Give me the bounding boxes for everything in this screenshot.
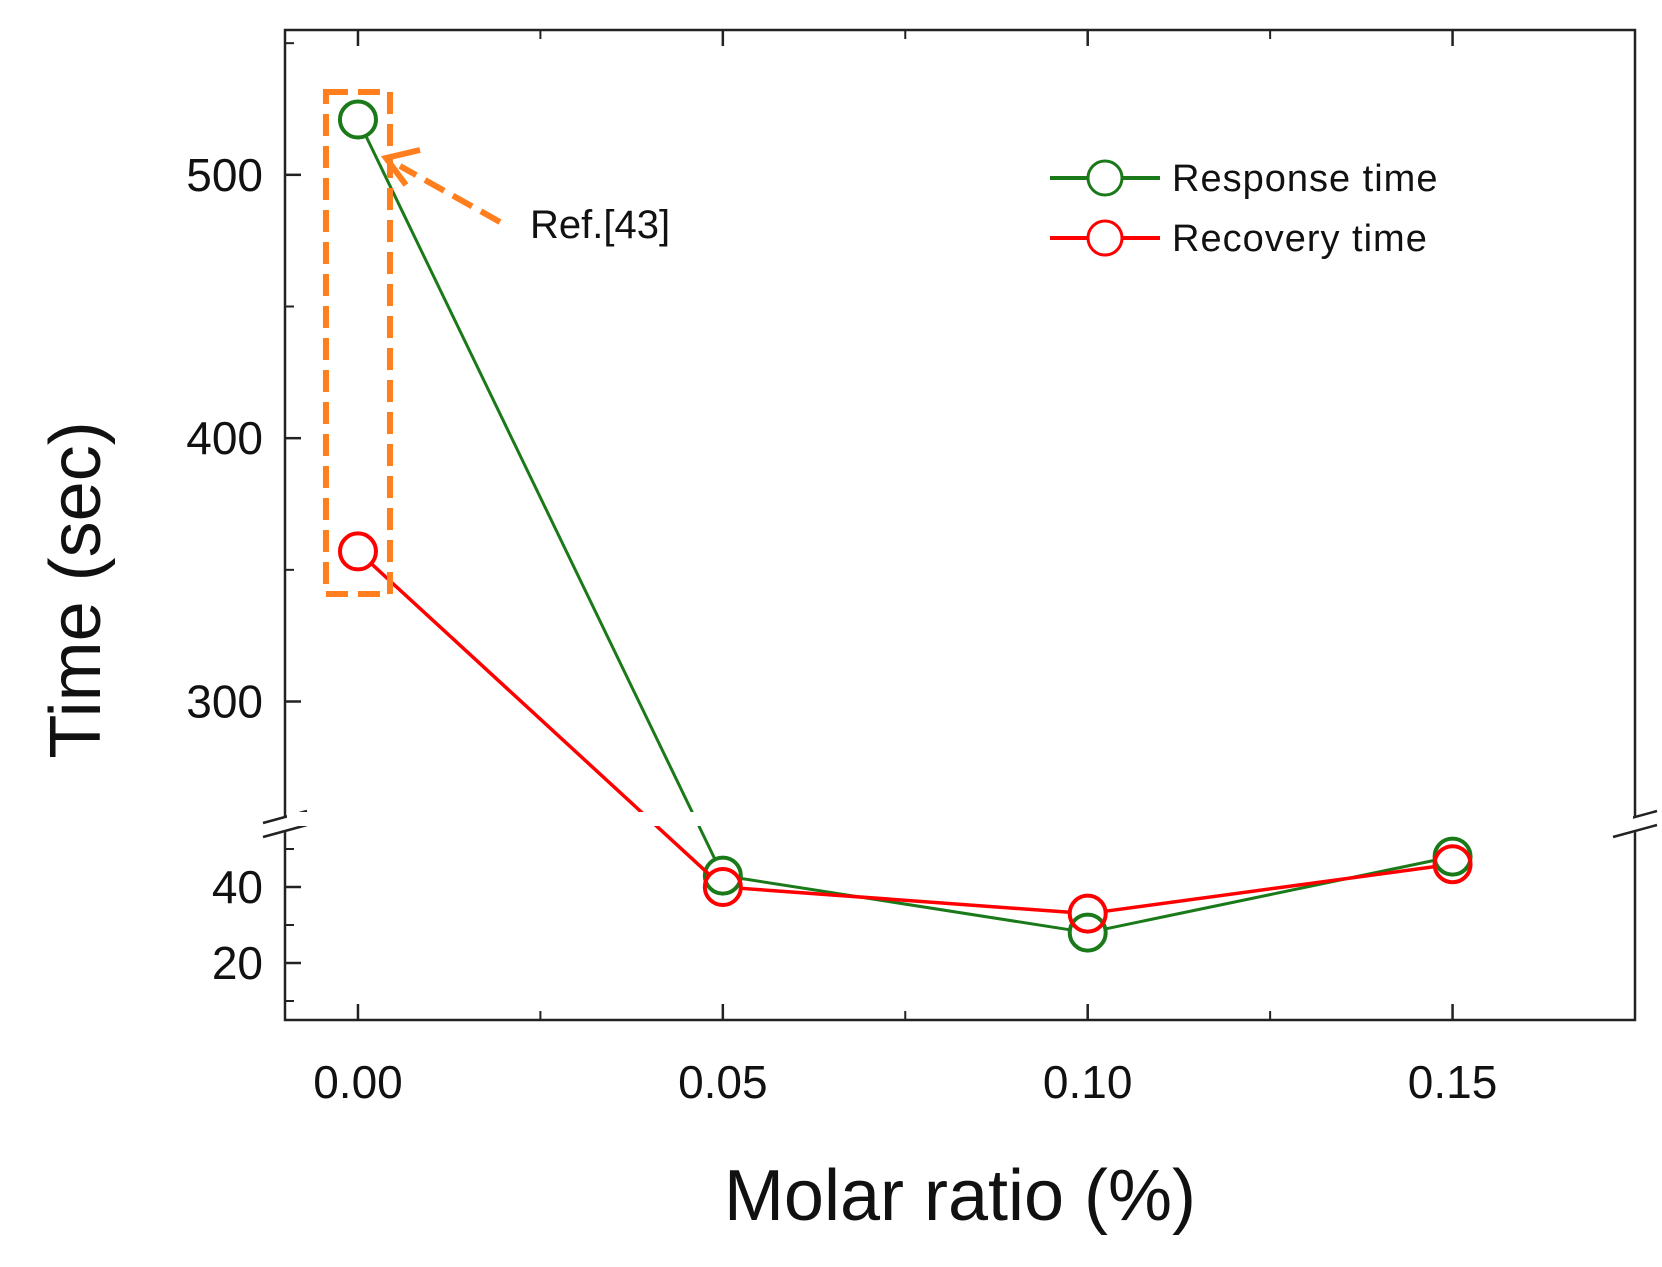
tick-labels: 0.00 0.05 0.10 0.15 300 400 500 20 40 [186,149,1497,1108]
data-point [1432,844,1473,885]
series-line-segment [1105,864,1435,913]
axis-break-mark [1612,823,1658,839]
legend-label: Recovery time [1172,218,1428,260]
legend: Response time Recovery time [1050,158,1438,260]
annotation-arrow-shaft [398,163,502,225]
data-point [337,99,378,140]
x-tick-label: 0.15 [1408,1056,1498,1108]
y-tick-label: 500 [186,149,263,201]
axis-ticks [262,30,1658,1020]
y-axis-title: Time (sec) [36,421,116,758]
x-tick-label: 0.10 [1043,1056,1133,1108]
x-axis-title: Molar ratio (%) [724,1156,1196,1236]
data-point [1432,836,1473,877]
x-tick-label: 0.05 [678,1056,768,1108]
data-point [702,867,743,907]
plot-frame [283,28,1637,1022]
y-tick-label: 400 [186,412,263,464]
data-point [1067,893,1108,934]
series-line-segment [740,886,1070,915]
legend-label: Response time [1172,158,1438,200]
data-point [337,531,378,572]
annotation-label: Ref.[43] [530,203,670,247]
break-gap [287,812,1633,826]
axis-break-gap [1620,812,1650,837]
y-tick-label: 20 [212,937,263,989]
series-line-segment [1105,858,1436,931]
data-point [702,855,743,896]
y-tick-label: 40 [212,861,263,913]
y-tick-label: 300 [186,676,263,728]
series-line-segment [740,876,1071,932]
series-layer [287,99,1633,953]
legend-marker [1086,159,1124,197]
annotation-layer: Ref.[43] [322,89,670,597]
series-line-segment [364,135,717,861]
data-point [1067,912,1108,953]
axis-break-mark [262,823,308,839]
annotation-arrowhead [380,147,421,187]
legend-marker [1086,219,1124,257]
x-tick-label: 0.00 [313,1056,403,1108]
annotation-box [322,89,393,597]
series-line-segment [370,562,711,877]
